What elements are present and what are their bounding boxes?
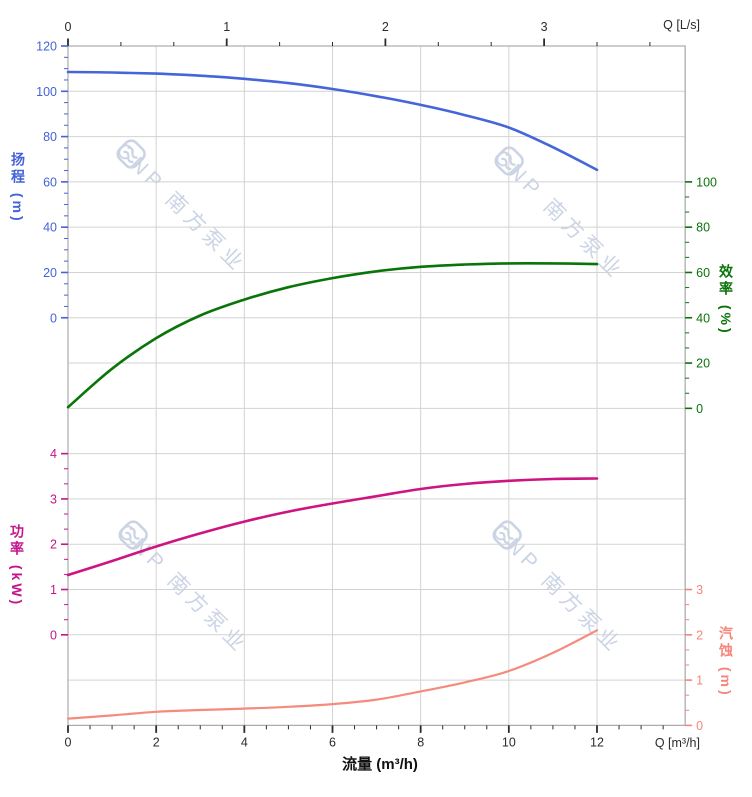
- cnp-watermark: CNP 南方泵业: [112, 516, 256, 660]
- x-tick-label: 3: [541, 20, 548, 34]
- x-tick-label: 0: [65, 735, 72, 749]
- y-tick-label: 4: [50, 447, 57, 461]
- head-axis-title: 扬程 (m): [10, 152, 26, 224]
- y-tick-label: 0: [696, 719, 703, 733]
- npsh-axis: 3 2 1 0: [685, 583, 703, 733]
- y-tick-label: 60: [696, 266, 710, 280]
- x-tick-label: 4: [241, 735, 248, 749]
- power-curve: [66, 477, 599, 577]
- y-tick-label: 100: [696, 175, 717, 189]
- y-tick-label: 1: [696, 674, 703, 688]
- y-tick-label: 120: [36, 40, 57, 54]
- y-tick-label: 40: [43, 221, 57, 235]
- npsh-curve: [66, 629, 599, 720]
- y-tick-label: 0: [696, 402, 703, 416]
- x-tick-label: 2: [382, 20, 389, 34]
- y-tick-label: 40: [696, 311, 710, 325]
- x-tick-label: 10: [502, 735, 516, 749]
- y-tick-label: 0: [50, 628, 57, 642]
- x-tick-label: 8: [417, 735, 424, 749]
- y-tick-label: 1: [50, 583, 57, 597]
- power-axis: 4 3 2 1 0: [50, 447, 68, 642]
- x-tick-label: 6: [329, 735, 336, 749]
- top-axis: 0 1 2 3: [65, 20, 651, 46]
- y-tick-label: 100: [36, 85, 57, 99]
- x-tick-label: 12: [590, 735, 604, 749]
- npsh-axis-title: 汽蚀 (m): [718, 626, 734, 698]
- plot-frame: [67, 45, 686, 726]
- head-axis: 120 100 80 60 40 20 0: [36, 40, 68, 325]
- y-tick-label: 2: [696, 628, 703, 642]
- bottom-axis: 0 2 4 6 8 10 12: [65, 725, 664, 749]
- cnp-watermark: CNP 南方泵业: [110, 135, 254, 279]
- x-tick-label: 1: [223, 20, 230, 34]
- x-tick-label: 0: [65, 20, 72, 34]
- grid: [67, 45, 686, 726]
- bottom-axis-unit-label: Q [m³/h]: [654, 736, 700, 750]
- y-tick-label: 2: [50, 538, 57, 552]
- top-axis-unit-label: Q [L/s]: [663, 18, 700, 32]
- y-tick-label: 80: [696, 221, 710, 235]
- efficiency-axis: 100 80 60 40 20 0: [685, 175, 717, 416]
- cnp-logo-icon: [118, 520, 148, 550]
- y-tick-label: 0: [50, 311, 57, 325]
- y-tick-label: 80: [43, 130, 57, 144]
- y-tick-label: 3: [50, 492, 57, 506]
- y-tick-label: 3: [696, 583, 703, 597]
- efficiency-axis-title: 效率 (%): [718, 264, 734, 336]
- x-axis-title: 流量 (m³/h): [342, 756, 418, 773]
- head-curve: [66, 70, 599, 172]
- y-tick-label: 20: [696, 357, 710, 371]
- power-axis-title: 功率 (kW): [9, 524, 25, 608]
- x-tick-label: 2: [153, 735, 160, 749]
- cnp-logo-icon: [116, 139, 146, 169]
- y-tick-label: 20: [43, 266, 57, 280]
- y-tick-label: 60: [43, 175, 57, 189]
- efficiency-curve: [66, 261, 599, 409]
